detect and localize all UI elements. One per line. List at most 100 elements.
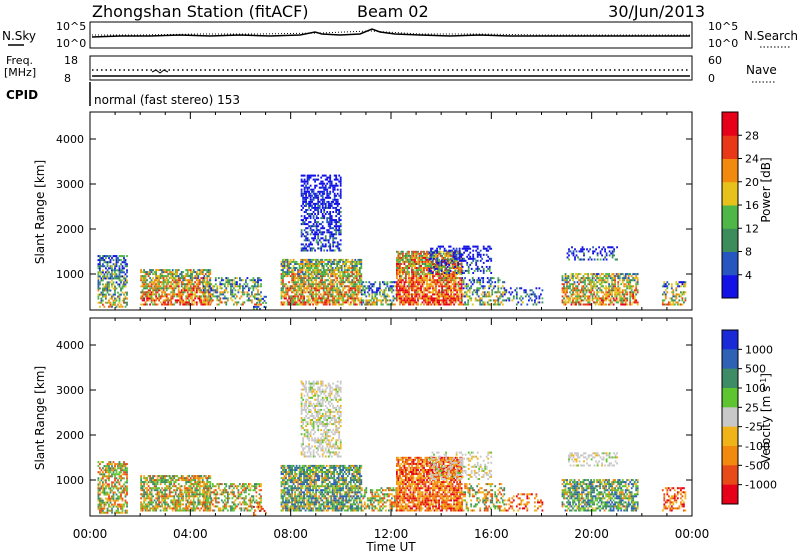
echo-cell — [123, 293, 125, 296]
echo-cell — [418, 265, 421, 267]
echo-cell — [325, 263, 328, 265]
echo-cell — [630, 303, 633, 306]
echo-cell — [485, 259, 488, 262]
echo-cell — [209, 295, 212, 298]
echo-cell — [167, 279, 170, 282]
echo-cell — [108, 299, 110, 302]
echo-cell — [368, 281, 371, 284]
echo-cell — [313, 269, 316, 272]
echo-cell — [159, 287, 162, 290]
echo-cell — [201, 285, 204, 288]
echo-cell — [186, 297, 189, 300]
echo-cell — [214, 283, 217, 286]
echo-cell — [417, 252, 419, 255]
echo-cell — [321, 190, 324, 193]
echo-cell — [346, 285, 349, 288]
echo-cell — [334, 287, 337, 290]
echo-cell — [611, 279, 613, 282]
echo-cell — [349, 287, 352, 290]
echo-cell — [602, 303, 604, 306]
echo-cell — [333, 184, 336, 187]
echo-cell — [338, 180, 341, 183]
echo-cell — [105, 301, 107, 304]
echo-cell — [633, 277, 636, 280]
echo-cell — [295, 295, 298, 298]
echo-cell — [588, 277, 591, 280]
echo-cell — [295, 263, 298, 265]
echo-cell — [99, 275, 101, 278]
echo-cell — [306, 299, 308, 302]
echo-cell — [198, 289, 201, 292]
echo-cell — [479, 255, 482, 258]
echo-cell — [437, 263, 440, 266]
echo-cell — [566, 281, 568, 284]
echo-cell — [185, 287, 188, 290]
echo-cell — [147, 297, 150, 300]
echo-cell — [420, 267, 422, 269]
echo-cell — [311, 225, 313, 228]
echo-cell — [432, 291, 434, 294]
echo-cell — [183, 301, 186, 304]
echo-cell — [351, 287, 354, 290]
echo-cell — [436, 252, 439, 255]
echo-cell — [424, 263, 427, 265]
echo-cell — [403, 256, 406, 259]
echo-cell — [317, 225, 320, 228]
echo-cell — [457, 299, 460, 302]
echo-cell — [578, 303, 580, 306]
echo-cell — [354, 283, 357, 286]
echo-cell — [464, 249, 467, 252]
echo-cell — [314, 225, 316, 228]
echo-cell — [661, 299, 664, 302]
echo-cell — [205, 285, 208, 288]
echo-cell — [587, 250, 590, 253]
echo-cell — [445, 250, 448, 253]
echo-cell — [314, 231, 316, 234]
echo-cell — [292, 279, 295, 282]
echo-cell — [186, 291, 189, 294]
echo-cell — [280, 260, 283, 263]
echo-cell — [454, 285, 457, 288]
echo-cell — [331, 293, 334, 296]
echo-cell — [426, 258, 428, 261]
echo-cell — [479, 299, 482, 302]
echo-cell — [343, 265, 346, 267]
echo-cell — [246, 277, 249, 280]
echo-cell — [340, 295, 343, 298]
echo-cell — [152, 297, 154, 300]
echo-cell — [576, 273, 579, 276]
echo-cell — [330, 293, 333, 296]
echo-cell — [491, 291, 494, 294]
echo-cell — [173, 291, 176, 294]
echo-cell — [283, 267, 286, 269]
echo-cell — [459, 301, 461, 304]
echo-cell — [593, 293, 595, 296]
echo-cell — [583, 258, 585, 261]
echo-cell — [214, 289, 217, 292]
echo-cell — [482, 253, 485, 256]
echo-cell — [306, 289, 308, 292]
echo-cell — [210, 289, 213, 292]
echo-cell — [194, 285, 197, 288]
echo-cell — [624, 297, 627, 300]
echo-cell — [326, 239, 329, 242]
echo-cell — [611, 250, 614, 253]
echo-cell — [520, 295, 523, 298]
echo-cell — [409, 258, 412, 261]
echo-cell — [379, 283, 381, 286]
echo-cell — [439, 263, 442, 265]
echo-cell — [301, 299, 304, 302]
echo-cell — [339, 176, 342, 179]
echo-cell — [465, 287, 468, 290]
echo-cell — [324, 202, 327, 205]
echo-cell — [412, 273, 415, 276]
echo-cell — [672, 291, 675, 294]
echo-cell — [399, 275, 401, 278]
echo-cell — [441, 254, 443, 257]
echo-cell — [495, 303, 498, 306]
echo-cell — [405, 258, 407, 261]
echo-cell — [467, 295, 470, 298]
echo-cell — [349, 289, 352, 292]
echo-cell — [311, 198, 313, 201]
echo-cell — [254, 279, 256, 282]
